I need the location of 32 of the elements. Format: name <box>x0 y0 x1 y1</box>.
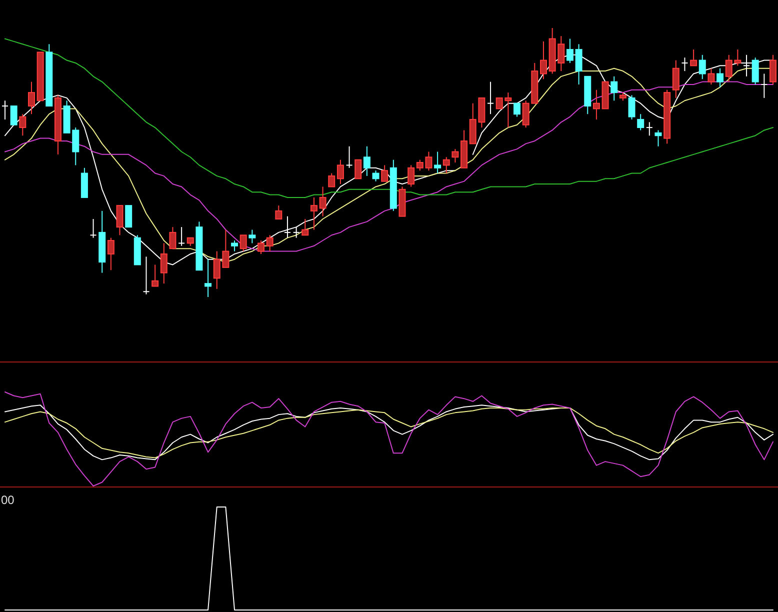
candlestick <box>761 73 768 98</box>
candlestick <box>540 40 547 80</box>
candlestick <box>363 146 370 176</box>
candlestick <box>28 81 35 115</box>
candlestick <box>266 234 274 252</box>
candlestick <box>654 130 662 147</box>
candlestick <box>610 76 618 102</box>
candlestick <box>19 114 26 136</box>
candlestick <box>204 258 212 298</box>
candlestick <box>98 210 106 274</box>
candlestick <box>372 170 380 182</box>
annotation: 00 <box>1 493 15 508</box>
candlestick <box>178 226 185 246</box>
candlestick <box>488 81 494 115</box>
candlestick <box>682 57 688 72</box>
candlestick <box>310 196 318 230</box>
candlestick <box>575 44 582 85</box>
candlestick <box>143 256 150 295</box>
candlestick <box>284 216 290 238</box>
candlestick <box>592 89 600 120</box>
candlestick <box>2 100 8 120</box>
candlestick <box>293 226 300 238</box>
candlestick <box>434 151 442 174</box>
candlestick <box>390 159 397 212</box>
candlestick <box>698 54 706 80</box>
candlestick <box>90 218 96 238</box>
candlestick <box>672 60 680 98</box>
candlestick <box>319 186 326 217</box>
candlestick <box>646 122 652 136</box>
candlestick <box>346 146 352 168</box>
candlestick <box>442 156 450 174</box>
candlestick <box>160 242 168 284</box>
